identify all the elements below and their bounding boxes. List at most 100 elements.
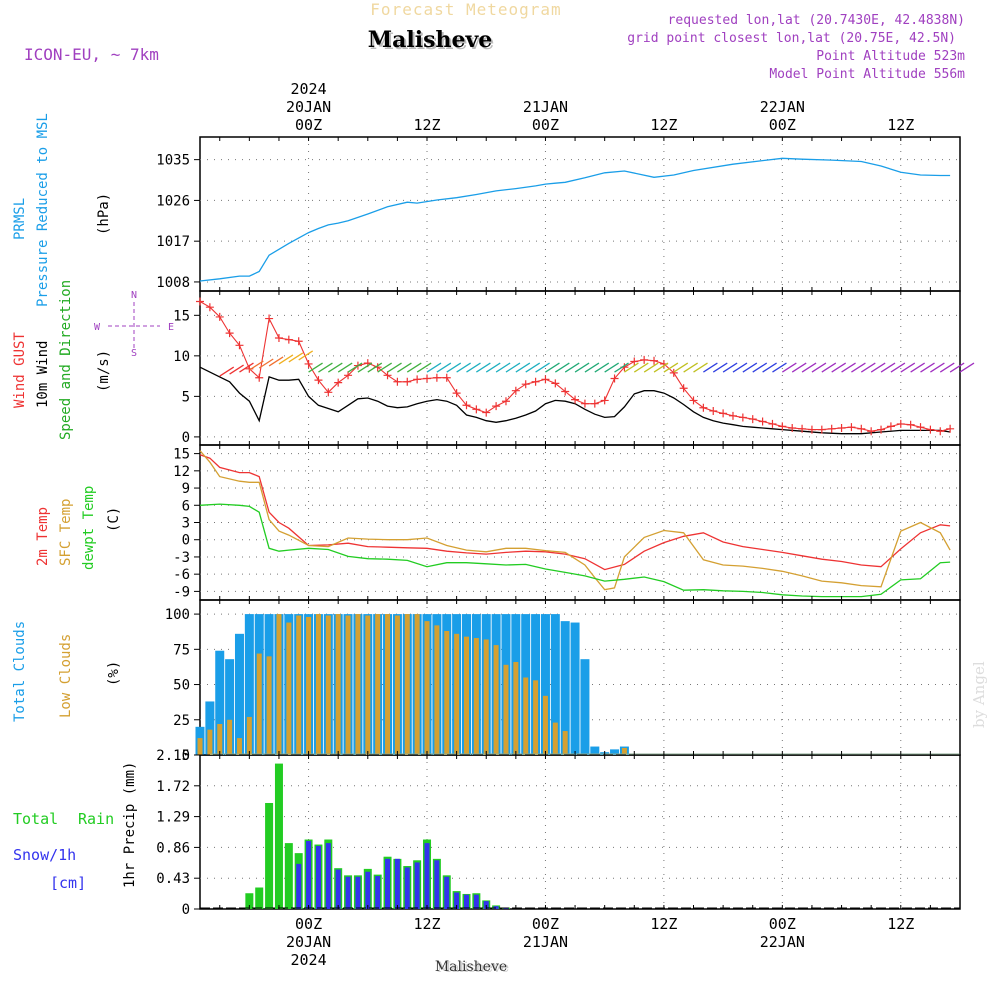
low-cloud-bar — [256, 653, 262, 755]
wind-direction-arrow — [604, 362, 620, 373]
low-cloud-bar — [513, 662, 519, 755]
wind-gust-marker — [748, 415, 757, 424]
snow-bar — [385, 858, 391, 909]
wind-gust-marker — [650, 356, 659, 365]
wind-direction-arrow — [614, 362, 629, 373]
wind-gust-marker — [630, 357, 639, 366]
wind-gust-marker — [679, 384, 688, 393]
data-layer — [195, 157, 975, 909]
compass-east: E — [168, 322, 174, 333]
wind-gust-marker — [738, 413, 747, 422]
wind-gust-marker — [758, 417, 767, 426]
low-cloud-bar — [552, 722, 558, 755]
low-cloud-bar — [414, 614, 420, 755]
wind-direction-label: Speed and Direction — [58, 280, 74, 440]
bottom-time-label: 12Z — [413, 915, 440, 933]
total-cloud-bar — [225, 659, 235, 755]
wind-direction-arrow — [554, 362, 570, 373]
ytick-label-temperature: 3 — [182, 516, 190, 532]
wind-direction-arrow — [910, 362, 926, 373]
ytick-label-temperature: 6 — [182, 498, 190, 514]
ytick-label-precip: 2.15 — [156, 748, 190, 764]
temp-dewpt-line — [199, 503, 951, 598]
top-time-label: 21JAN — [523, 98, 568, 116]
wind-direction-arrow — [624, 362, 639, 373]
wind-gust-marker — [482, 408, 491, 417]
wind-gust-marker — [886, 422, 895, 431]
wind-direction-arrow — [416, 362, 432, 373]
low-cloud-bar — [246, 716, 252, 755]
snow-unit: [cm] — [50, 874, 86, 892]
rain-bar — [265, 802, 274, 909]
bottom-time-label: 22JAN — [760, 933, 805, 951]
snow-bar — [365, 871, 371, 909]
wind-gust-marker — [255, 373, 264, 382]
snow-bar — [315, 845, 321, 909]
bottom-time-label: 21JAN — [523, 933, 568, 951]
ytick-label-temperature: 15 — [173, 447, 190, 463]
ytick-label-pressure: 1017 — [156, 234, 190, 250]
precip-axis-label: 1hr Precip (mm) — [122, 762, 138, 888]
wind-gust-marker — [294, 337, 303, 346]
wind-direction-arrow — [268, 356, 284, 367]
temp-dewpt-label: dewpt Temp — [81, 486, 97, 570]
top-time-label: 20JAN — [286, 98, 331, 116]
wind-direction-arrow — [466, 362, 481, 373]
low-cloud-bar — [493, 645, 499, 755]
total-cloud-bar — [580, 659, 590, 755]
wind-unit: (m/s) — [96, 350, 112, 392]
wind-gust-marker — [472, 405, 481, 414]
wind-direction-arrow — [801, 362, 817, 373]
panel-frame-pressure — [199, 136, 961, 292]
wind-direction-arrow — [870, 362, 886, 373]
low-cloud-bar — [355, 614, 361, 755]
wind-direction-arrow — [535, 362, 550, 373]
wind-direction-arrow — [525, 362, 541, 373]
ytick-label-precip: 1.29 — [156, 810, 190, 826]
snow-bar — [503, 908, 509, 909]
top-time-label: 00Z — [295, 116, 322, 134]
wind-gust-marker — [689, 396, 698, 405]
total-cloud-bar — [610, 749, 620, 755]
low-cloud-bar — [236, 738, 242, 755]
wind-direction-arrow — [229, 364, 244, 375]
total-cloud-bar — [560, 621, 570, 755]
compass-south: S — [131, 348, 137, 359]
low-cloud-bar — [523, 677, 529, 755]
wind-direction-arrow — [584, 362, 600, 373]
wind-direction-arrow — [920, 362, 935, 373]
temp-sfc-line — [199, 450, 951, 591]
ytick-label-temperature: 12 — [173, 464, 190, 480]
ytick-label-clouds: 0 — [182, 748, 190, 764]
wind-gust-marker — [344, 371, 353, 380]
ytick-label-clouds: 50 — [173, 678, 190, 694]
temp-sfc-label: SFC Temp — [58, 499, 74, 566]
wind-gust-marker — [847, 423, 856, 432]
wind-gust-marker — [314, 376, 323, 385]
point-altitude: Point Altitude 523m — [816, 49, 965, 64]
rain-bar — [274, 763, 283, 909]
footer-location-shadow: Malisheve — [437, 960, 509, 976]
total-cloud-bar — [244, 614, 254, 755]
grid-lines — [200, 137, 960, 909]
wind-gust-marker — [413, 375, 422, 384]
wind-direction-arrow — [377, 362, 393, 373]
low-cloud-bar — [276, 614, 282, 755]
wind-direction-arrow — [248, 360, 264, 371]
wind-gust-marker — [403, 377, 412, 386]
ytick-label-clouds: 75 — [173, 642, 190, 658]
location-title: Malisheve — [368, 27, 492, 53]
ytick-label-pressure: 1008 — [156, 275, 190, 291]
prmsl-line — [199, 157, 951, 282]
wind-gust-marker — [215, 312, 224, 321]
wind-gust-marker — [768, 419, 777, 428]
wind-direction-arrow — [239, 362, 254, 373]
wind-direction-arrow — [930, 362, 945, 373]
ytick-label-wind: 0 — [182, 430, 190, 446]
temp-2m-label: 2m Temp — [35, 507, 51, 566]
wind-direction-arrow — [722, 362, 738, 373]
total-cloud-bar — [540, 614, 550, 755]
wind-direction-arrow — [278, 354, 294, 365]
ytick-label-precip: 0.86 — [156, 840, 190, 856]
panel-frame-precip — [199, 754, 961, 910]
